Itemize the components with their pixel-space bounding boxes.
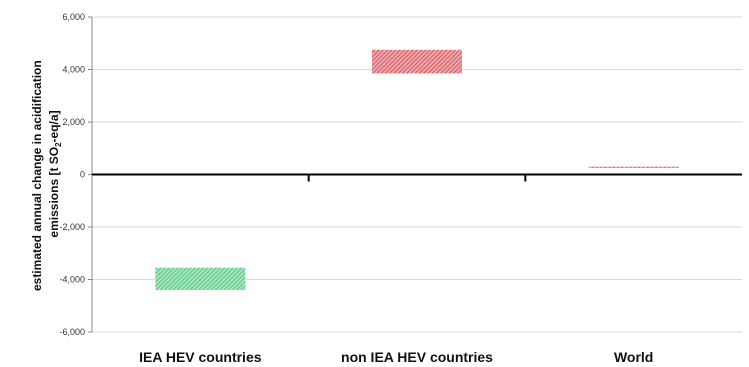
x-category-label: IEA HEV countries xyxy=(139,349,262,365)
y-axis-title: estimated annual change in acidification… xyxy=(30,57,63,291)
y-tick-label: -2,000 xyxy=(59,222,85,232)
y-tick-label: 4,000 xyxy=(62,65,85,75)
y-tick-label: -6,000 xyxy=(59,327,85,337)
y-tick-label: -4,000 xyxy=(59,275,85,285)
labels: -6,000 -4,000 -2,000 0 2,000 4,000 6,000 IEA HE… xyxy=(59,12,653,365)
y-axis-title-line2-a: emissions [t SO xyxy=(47,147,61,238)
x-category-label: World xyxy=(614,349,653,365)
y-tick-label: 2,000 xyxy=(62,117,85,127)
range-bar-1 xyxy=(155,267,246,290)
bars xyxy=(155,49,679,290)
y-axis-title-line2-b: -eq/a] xyxy=(47,110,61,142)
y-axis-title-subscript: 2 xyxy=(54,142,63,147)
range-bar-2 xyxy=(372,49,462,74)
axes xyxy=(88,16,742,333)
y-tick-label: 6,000 xyxy=(62,12,85,22)
x-category-label: non IEA HEV countries xyxy=(341,349,493,365)
y-axis-title-line1: estimated annual change in acidification xyxy=(30,60,44,291)
range-bar-3 xyxy=(588,166,679,168)
y-tick-label: 0 xyxy=(80,170,85,180)
